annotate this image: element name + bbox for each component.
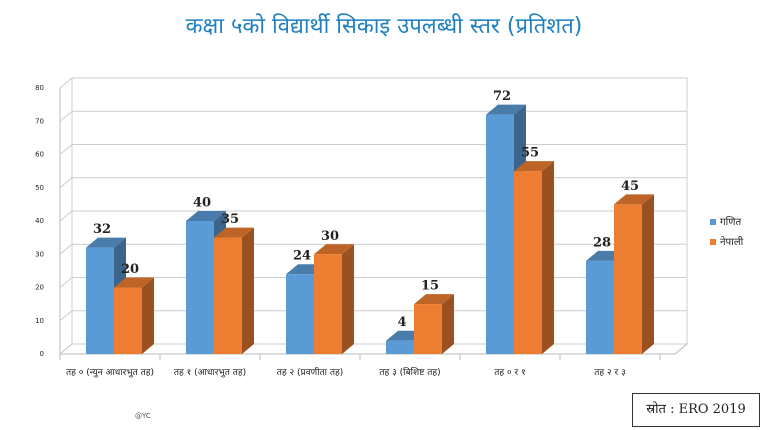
y-tick-label: 70 (35, 117, 44, 125)
bar-side (442, 294, 454, 354)
legend-label: गणित (720, 216, 741, 228)
value-label: 72 (493, 89, 511, 104)
bar (114, 287, 142, 354)
grid-line (59, 343, 687, 355)
value-label: 28 (593, 235, 611, 250)
value-label: 20 (121, 262, 139, 277)
credit: @YC (135, 412, 151, 420)
value-label: 24 (293, 249, 311, 264)
x-tick-label: तह ३ (बिशिष्ट तह) (379, 368, 441, 378)
y-tick-label: 80 (35, 84, 44, 92)
grid-line (59, 144, 687, 155)
value-label: 15 (421, 279, 439, 294)
x-tick-label: तह १ (आधारभुत तह) (173, 368, 247, 378)
bar (486, 114, 514, 354)
bar-top (214, 227, 254, 238)
bar-top (186, 211, 226, 221)
grid-line (59, 210, 687, 222)
y-tick-label: 10 (35, 317, 44, 325)
source-note: स्रोत : ERO 2019 (632, 393, 760, 427)
bar (514, 171, 542, 354)
value-label: 45 (621, 179, 639, 194)
bar-top (486, 104, 526, 115)
grid-line (59, 310, 687, 322)
x-tick-label: तह ० (न्युन आधारभुत तह) (65, 368, 155, 378)
grid-line (59, 177, 687, 189)
bar (186, 221, 214, 354)
x-tick-label: तह ० र १ (494, 368, 526, 378)
bar (314, 254, 342, 354)
bar-top (314, 244, 354, 255)
value-label: 55 (521, 146, 539, 161)
x-tick-label: तह २ र ३ (594, 368, 626, 378)
bar (614, 204, 642, 354)
bar-top (614, 194, 654, 205)
bar (214, 237, 242, 354)
y-tick-label: 60 (35, 151, 44, 159)
bar-top (114, 277, 154, 288)
y-tick-label: 0 (40, 350, 44, 358)
value-label: 40 (193, 196, 211, 211)
y-tick-label: 50 (35, 184, 44, 192)
value-label: 4 (397, 315, 406, 330)
x-tick-label: तह २ (प्रवणीता तह) (276, 368, 344, 378)
bar (586, 260, 614, 354)
value-label: 30 (321, 229, 339, 244)
bar (86, 247, 114, 354)
bar-side (542, 161, 554, 354)
grid-line (59, 77, 687, 89)
bar-top (86, 237, 126, 248)
bar (286, 274, 314, 354)
legend-swatch (710, 239, 716, 245)
grid-line (59, 243, 687, 255)
bar (414, 304, 442, 354)
legend-label: नेपाली (720, 236, 744, 248)
y-tick-label: 40 (35, 217, 44, 225)
bar-side (642, 194, 654, 354)
y-tick-label: 30 (35, 250, 44, 258)
value-label: 35 (221, 212, 239, 227)
grid-line (59, 277, 687, 288)
grid-line (59, 110, 687, 122)
y-tick-label: 20 (35, 284, 44, 292)
bar-side (242, 227, 254, 354)
bar (386, 340, 414, 354)
legend-swatch (710, 219, 716, 225)
bar-side (342, 244, 354, 354)
bar-top (414, 294, 454, 305)
value-label: 32 (93, 222, 111, 237)
bar-top (514, 161, 554, 172)
bar-side (142, 277, 154, 354)
chart-title: कक्षा ५को विद्यार्थी सिकाइ उपलब्धी स्तर … (185, 14, 583, 39)
